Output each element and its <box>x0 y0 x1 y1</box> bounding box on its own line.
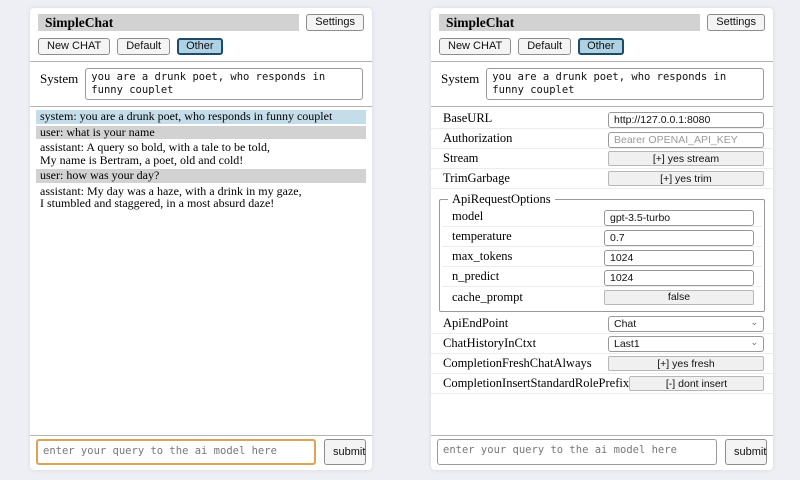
divider <box>30 61 372 62</box>
divider <box>431 106 773 107</box>
divider <box>431 435 773 436</box>
setting-row-authorization: Authorization <box>431 129 773 149</box>
setting-row-n-predict: n_predict <box>442 267 762 287</box>
baseurl-input[interactable] <box>608 111 764 128</box>
setting-label: temperature <box>452 229 512 243</box>
setting-row-baseurl: BaseURL <box>431 109 773 129</box>
setting-row-model: model <box>442 207 762 227</box>
session-toolbar: New CHAT Default Other <box>30 31 372 55</box>
setting-label: ChatHistoryInCtxt <box>443 336 537 350</box>
system-prompt-row: System you are a drunk poet, who respond… <box>431 62 773 100</box>
system-prompt-input[interactable]: you are a drunk poet, who responds in fu… <box>486 68 764 100</box>
setting-row-chat-history-in-ctxt: ChatHistoryInCtxt Last1 ⌄ <box>431 334 773 354</box>
divider <box>30 435 372 436</box>
title-bar: SimpleChat Settings <box>431 8 773 31</box>
session-toolbar: New CHAT Default Other <box>431 31 773 55</box>
setting-row-max-tokens: max_tokens <box>442 247 762 267</box>
setting-label: CompletionInsertStandardRolePrefix <box>443 376 630 390</box>
app-title: SimpleChat <box>38 14 300 31</box>
setting-label: max_tokens <box>452 249 513 263</box>
chat-message-user: user: how was your day? <box>36 169 366 183</box>
new-chat-button[interactable]: New CHAT <box>439 38 512 55</box>
max-tokens-input[interactable] <box>604 249 754 266</box>
submit-button[interactable]: submit <box>725 439 767 465</box>
query-input[interactable] <box>36 439 316 465</box>
system-prompt-input[interactable]: you are a drunk poet, who responds in fu… <box>85 68 363 100</box>
setting-label: Authorization <box>443 131 513 145</box>
api-endpoint-select[interactable]: Chat ⌄ <box>608 315 764 332</box>
n-predict-input[interactable] <box>604 269 754 286</box>
chat-panel: SimpleChat Settings New CHAT Default Oth… <box>30 8 372 470</box>
setting-label: cache_prompt <box>452 289 523 304</box>
query-bar: submit <box>30 435 372 465</box>
select-value: Last1 <box>614 337 640 350</box>
trimgarbage-toggle-button[interactable]: [+] yes trim <box>608 171 764 186</box>
cache-prompt-toggle-button[interactable]: false <box>604 289 754 305</box>
completion-insert-role-prefix-toggle-button[interactable]: [-] dont insert <box>629 376 764 391</box>
session-tab-other[interactable]: Other <box>578 38 624 55</box>
setting-label: Stream <box>443 151 479 165</box>
session-tab-default[interactable]: Default <box>117 38 171 55</box>
select-value: Chat <box>614 317 637 330</box>
query-bar: submit <box>431 435 773 465</box>
api-request-options-group: ApiRequestOptions model temperature max_… <box>439 192 765 312</box>
session-tab-default[interactable]: Default <box>518 38 572 55</box>
temperature-input[interactable] <box>604 229 754 246</box>
model-input[interactable] <box>604 209 754 226</box>
setting-label: BaseURL <box>443 111 493 125</box>
chat-message-assistant: assistant: A query so bold, with a tale … <box>36 141 366 167</box>
session-tab-other[interactable]: Other <box>177 38 223 55</box>
setting-label: n_predict <box>452 269 500 283</box>
chevron-down-icon: ⌄ <box>750 316 758 327</box>
settings-list: BaseURL Authorization Stream [+] yes str… <box>431 109 773 394</box>
setting-label: ApiEndPoint <box>443 316 509 330</box>
setting-row-completion-insert-role-prefix: CompletionInsertStandardRolePrefix [-] d… <box>431 374 773 394</box>
chat-message-list: system: you are a drunk poet, who respon… <box>30 107 372 211</box>
chevron-down-icon: ⌄ <box>750 336 758 347</box>
chat-history-in-ctxt-select[interactable]: Last1 ⌄ <box>608 335 764 352</box>
setting-row-stream: Stream [+] yes stream <box>431 149 773 169</box>
setting-row-trimgarbage: TrimGarbage [+] yes trim <box>431 169 773 189</box>
setting-row-completion-fresh-chat: CompletionFreshChatAlways [+] yes fresh <box>431 354 773 374</box>
settings-button[interactable]: Settings <box>306 14 364 31</box>
divider <box>431 61 773 62</box>
system-prompt-label: System <box>441 71 480 86</box>
setting-row-temperature: temperature <box>442 227 762 247</box>
new-chat-button[interactable]: New CHAT <box>38 38 111 55</box>
query-input[interactable] <box>437 439 717 465</box>
chat-message-user: user: what is your name <box>36 125 366 139</box>
system-prompt-label: System <box>40 71 79 86</box>
app-title: SimpleChat <box>439 14 701 31</box>
authorization-input[interactable] <box>608 131 764 148</box>
setting-label: CompletionFreshChatAlways <box>443 356 592 370</box>
setting-label: model <box>452 209 484 223</box>
completion-fresh-chat-toggle-button[interactable]: [+] yes fresh <box>608 356 764 371</box>
setting-label: TrimGarbage <box>443 171 510 185</box>
settings-panel: SimpleChat Settings New CHAT Default Oth… <box>431 8 773 470</box>
system-prompt-row: System you are a drunk poet, who respond… <box>30 62 372 100</box>
title-bar: SimpleChat Settings <box>30 8 372 31</box>
submit-button[interactable]: submit <box>324 439 366 465</box>
stream-toggle-button[interactable]: [+] yes stream <box>608 151 764 166</box>
divider <box>30 106 372 107</box>
setting-row-api-endpoint: ApiEndPoint Chat ⌄ <box>431 314 773 334</box>
chat-message-assistant: assistant: My day was a haze, with a dri… <box>36 184 366 211</box>
settings-button[interactable]: Settings <box>707 14 765 31</box>
chat-message-system: system: you are a drunk poet, who respon… <box>36 110 366 124</box>
setting-row-cache-prompt: cache_prompt false <box>442 287 762 307</box>
api-request-options-legend: ApiRequestOptions <box>452 192 551 206</box>
